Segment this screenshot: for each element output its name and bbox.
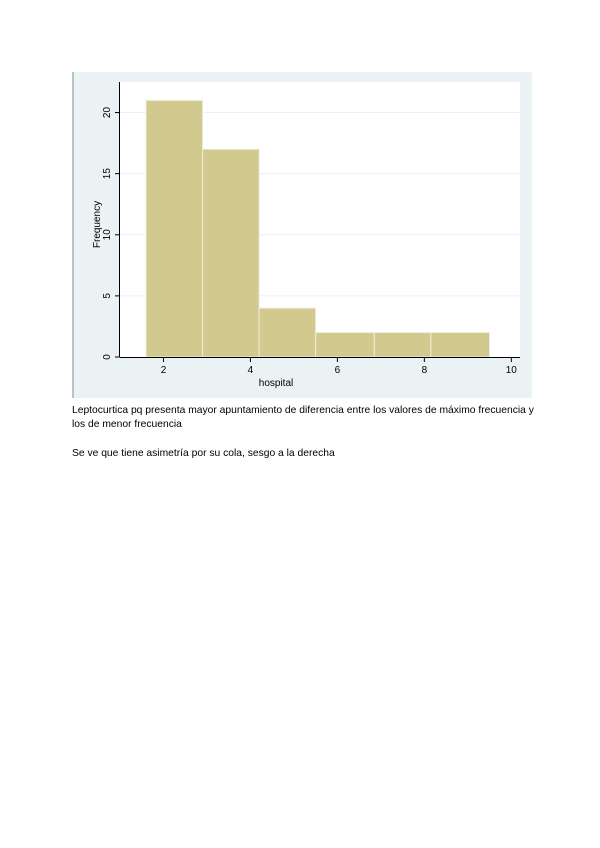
histogram-bar-1 xyxy=(145,99,204,358)
histogram-bar-4 xyxy=(315,332,375,358)
interpretation-paragraph-skew: Se ve que tiene asimetría por su cola, s… xyxy=(72,448,335,459)
y-tick-label: 20 xyxy=(102,107,113,119)
x-tick-label: 10 xyxy=(506,365,518,376)
y-tick-label: 10 xyxy=(102,229,113,241)
y-tick-label: 15 xyxy=(102,168,113,180)
histogram-bar-5 xyxy=(373,332,432,358)
x-tick-label: 6 xyxy=(335,365,341,376)
histogram-bar-2 xyxy=(202,148,260,358)
x-axis-title: hospital xyxy=(259,378,293,389)
histogram-chart: 2 4 6 8 10 0 5 10 15 20 hospital Frequency xyxy=(92,82,520,389)
x-tick-label: 2 xyxy=(161,365,167,376)
histogram-figure: 2 4 6 8 10 0 5 10 15 20 hospital Frequency xyxy=(72,72,532,398)
x-tick-label: 8 xyxy=(422,365,428,376)
x-tick-label: 4 xyxy=(248,365,254,376)
y-tick-label: 0 xyxy=(102,354,113,360)
y-axis-title: Frequency xyxy=(92,201,103,248)
histogram-bar-6 xyxy=(430,332,491,358)
y-tick-label: 5 xyxy=(102,293,113,299)
histogram-bar-3 xyxy=(258,307,317,358)
interpretation-paragraph-kurtosis: Leptocurtica pq presenta mayor apuntamie… xyxy=(72,405,534,430)
axes: 2 4 6 8 10 0 5 10 15 20 xyxy=(102,82,520,376)
